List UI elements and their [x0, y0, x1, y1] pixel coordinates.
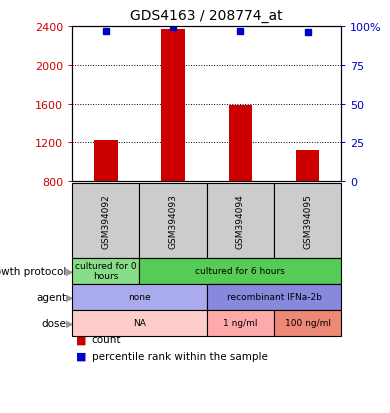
Text: percentile rank within the sample: percentile rank within the sample [92, 351, 268, 361]
Bar [94, 141, 117, 182]
Text: cultured for 6 hours: cultured for 6 hours [195, 267, 285, 275]
Text: ▶: ▶ [66, 292, 74, 302]
Bar [229, 105, 252, 182]
Text: GSM394092: GSM394092 [101, 194, 110, 248]
Text: GSM394094: GSM394094 [236, 194, 245, 248]
Text: GSM394095: GSM394095 [303, 194, 312, 248]
Text: ■: ■ [76, 335, 87, 344]
Text: count: count [92, 335, 121, 344]
Text: ■: ■ [76, 351, 87, 361]
Text: none: none [128, 293, 151, 301]
Bar [296, 151, 319, 182]
Text: NA: NA [133, 319, 146, 328]
Text: dose: dose [41, 318, 66, 328]
Bar [161, 30, 185, 182]
Text: 1 ng/ml: 1 ng/ml [223, 319, 257, 328]
Text: agent: agent [36, 292, 66, 302]
Text: ▶: ▶ [66, 318, 74, 328]
Text: ▶: ▶ [66, 266, 74, 276]
Text: growth protocol: growth protocol [0, 266, 66, 276]
Text: recombinant IFNa-2b: recombinant IFNa-2b [227, 293, 321, 301]
Text: GSM394093: GSM394093 [168, 194, 177, 248]
Text: 100 ng/ml: 100 ng/ml [285, 319, 331, 328]
Title: GDS4163 / 208774_at: GDS4163 / 208774_at [130, 9, 283, 23]
Text: cultured for 0
hours: cultured for 0 hours [75, 261, 136, 281]
